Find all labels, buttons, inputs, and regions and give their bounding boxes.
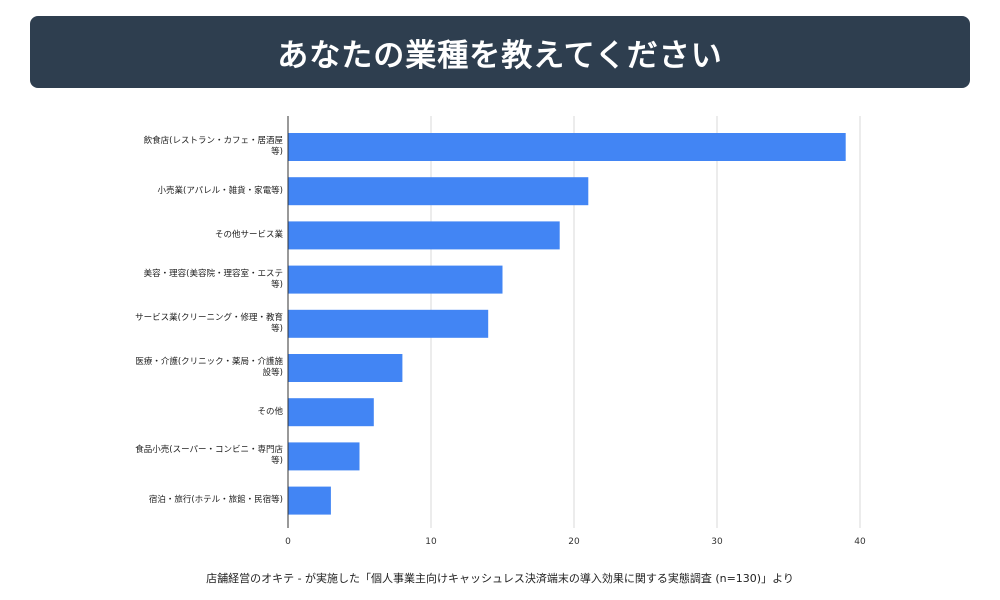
bar <box>288 309 489 338</box>
category-label: その他サービス業 <box>214 229 283 240</box>
category-label: 小売業(アパレル・雑貨・家電等) <box>157 185 283 196</box>
bar <box>288 398 374 427</box>
source-note: 店舗経営のオキテ - が実施した「個人事業主向けキャッシュレス決済端末の導入効果… <box>206 572 794 585</box>
title-banner: あなたの業種を教えてください <box>30 16 970 88</box>
bar <box>288 486 331 515</box>
bar <box>288 221 560 250</box>
bar <box>288 354 403 382</box>
bar <box>288 177 589 206</box>
page-title: あなたの業種を教えてください <box>277 37 723 74</box>
x-tick-label: 20 <box>568 537 580 547</box>
bar <box>288 442 360 471</box>
category-label: 食品小売(スーパー・コンビニ・専門店等) <box>135 445 283 467</box>
category-label: 宿泊・旅行(ホテル・旅館・民宿等) <box>148 495 283 506</box>
category-label: 飲食店(レストラン・カフェ・居酒屋等) <box>143 136 283 157</box>
bar <box>288 133 846 161</box>
category-label: サービス業(クリーニング・修理・教育等) <box>135 312 283 334</box>
x-tick-label: 30 <box>711 537 723 547</box>
x-tick-label: 10 <box>425 537 437 547</box>
x-tick-label: 40 <box>854 537 866 547</box>
category-label: 美容・理容(美容院・理容室・エステ等) <box>143 268 283 290</box>
x-tick-label: 0 <box>285 537 291 547</box>
category-label: 医療・介護(クリニック・薬局・介護施設等) <box>135 357 283 378</box>
category-label: その他 <box>257 406 283 417</box>
bar <box>288 265 503 294</box>
